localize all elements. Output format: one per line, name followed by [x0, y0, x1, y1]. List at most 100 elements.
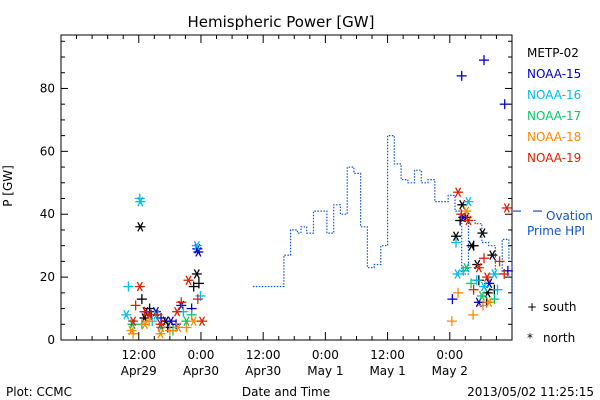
south-marker: [123, 281, 134, 292]
south-marker: [176, 297, 187, 308]
legend-entry: NOAA-18: [527, 130, 581, 144]
x-axis-label: Date and Time: [242, 385, 330, 399]
north-marker: [135, 221, 146, 232]
north-marker: [479, 281, 490, 292]
marker-stroke: [486, 297, 493, 308]
chart-title: Hemispheric Power [GW]: [188, 13, 375, 31]
north-marker: [461, 262, 472, 273]
marker-stroke: [190, 316, 197, 326]
north-marker: [155, 319, 166, 330]
south-marker: [451, 237, 462, 248]
south-marker: [499, 99, 510, 110]
south-marker: [193, 278, 204, 289]
x-tick-label: 12:00: [121, 348, 156, 362]
north-marker: [489, 269, 500, 279]
x-tick-label: 12:00: [246, 348, 281, 362]
south-marker: [471, 275, 482, 286]
marker-stroke: [195, 247, 202, 257]
north-marker: [135, 196, 146, 207]
marker-stroke: [454, 269, 461, 279]
north-marker: [451, 231, 462, 242]
north-marker: [482, 272, 493, 282]
south-marker: [164, 325, 175, 336]
north-marker: [193, 247, 204, 257]
marker-legend-label: south: [543, 300, 577, 314]
marker-stroke: [128, 325, 135, 336]
south-marker: [468, 309, 479, 320]
south-marker: [456, 70, 467, 81]
north-marker: [197, 316, 208, 326]
x-tick-label: May 1: [369, 364, 405, 378]
y-tick-label: 80: [40, 81, 55, 95]
marker-stroke: [157, 328, 164, 339]
north-marker: [172, 306, 183, 317]
north-marker: [134, 281, 145, 292]
south-marker: [494, 256, 505, 267]
x-tick-label: May 1: [307, 364, 343, 378]
south-marker: [453, 287, 464, 298]
legend: METP-02 NOAA-15 NOAA-16 NOAA-17 NOAA-18 NOAA-…: [513, 46, 593, 345]
legend-entry: NOAA-19: [527, 151, 581, 165]
x-tick-label: Apr30: [183, 364, 219, 378]
marker-legend-symbol: *: [527, 331, 533, 345]
x-tick-label: 0:00: [187, 348, 214, 362]
y-axis: 0 20 40 60 80: [40, 40, 512, 347]
marker-stroke: [463, 262, 470, 273]
north-marker: [487, 250, 498, 260]
legend-entry: METP-02: [527, 46, 579, 60]
south-marker: [499, 268, 510, 279]
north-marker: [463, 196, 474, 207]
north-marker: [473, 262, 484, 273]
marker-stroke: [136, 281, 143, 292]
north-marker: [139, 319, 150, 330]
north-marker: [501, 203, 512, 213]
north-marker: [484, 297, 495, 308]
marker-legend-symbol: +: [527, 300, 537, 314]
marker-stroke: [478, 291, 486, 301]
legend-entry: NOAA-17: [527, 109, 581, 123]
marker-stroke: [468, 240, 475, 251]
marker-stroke: [185, 275, 192, 286]
marker-stroke: [475, 262, 482, 273]
north-marker: [452, 269, 463, 279]
ovation-step-line: [252, 135, 513, 312]
y-tick-label: 20: [40, 270, 55, 284]
marker-stroke: [503, 203, 510, 213]
y-tick-label: 0: [47, 333, 55, 347]
data-markers: [121, 55, 513, 339]
south-marker: [479, 253, 490, 264]
footer-left: Plot: CCMC: [6, 385, 72, 399]
ovation-legend-label-2: Prime HPI: [527, 224, 585, 238]
y-axis-label: P [GW]: [1, 165, 15, 207]
south-marker: [130, 300, 141, 311]
x-axis: 12:00 Apr29 0:00 Apr30 12:00 Apr30 0:00 May 1 12…: [60, 35, 513, 378]
x-tick-label: 0:00: [436, 348, 463, 362]
marker-stroke: [193, 240, 200, 251]
south-marker: [192, 294, 203, 305]
marker-stroke: [489, 250, 496, 260]
marker-stroke: [480, 281, 488, 292]
marker-stroke: [137, 221, 144, 232]
x-tick-label: 12:00: [370, 348, 405, 362]
marker-stroke: [174, 306, 181, 317]
x-tick-label: May 2: [432, 364, 468, 378]
marker-stroke: [175, 322, 182, 333]
north-marker: [191, 240, 202, 251]
marker-legend-label: north: [543, 331, 575, 345]
south-marker: [456, 209, 467, 220]
south-marker: [447, 294, 458, 305]
marker-stroke: [146, 310, 153, 320]
marker-stroke: [129, 316, 137, 326]
north-marker: [477, 228, 488, 238]
north-marker: [453, 187, 464, 198]
y-tick-label: 40: [40, 207, 55, 221]
north-marker: [121, 310, 132, 320]
marker-stroke: [198, 316, 206, 326]
south-marker: [446, 316, 457, 327]
north-marker: [463, 215, 474, 226]
marker-stroke: [479, 228, 486, 238]
north-marker: [191, 269, 202, 279]
y-tick-label: 60: [40, 144, 55, 158]
ovation-line: [252, 135, 513, 312]
north-marker: [183, 275, 194, 286]
